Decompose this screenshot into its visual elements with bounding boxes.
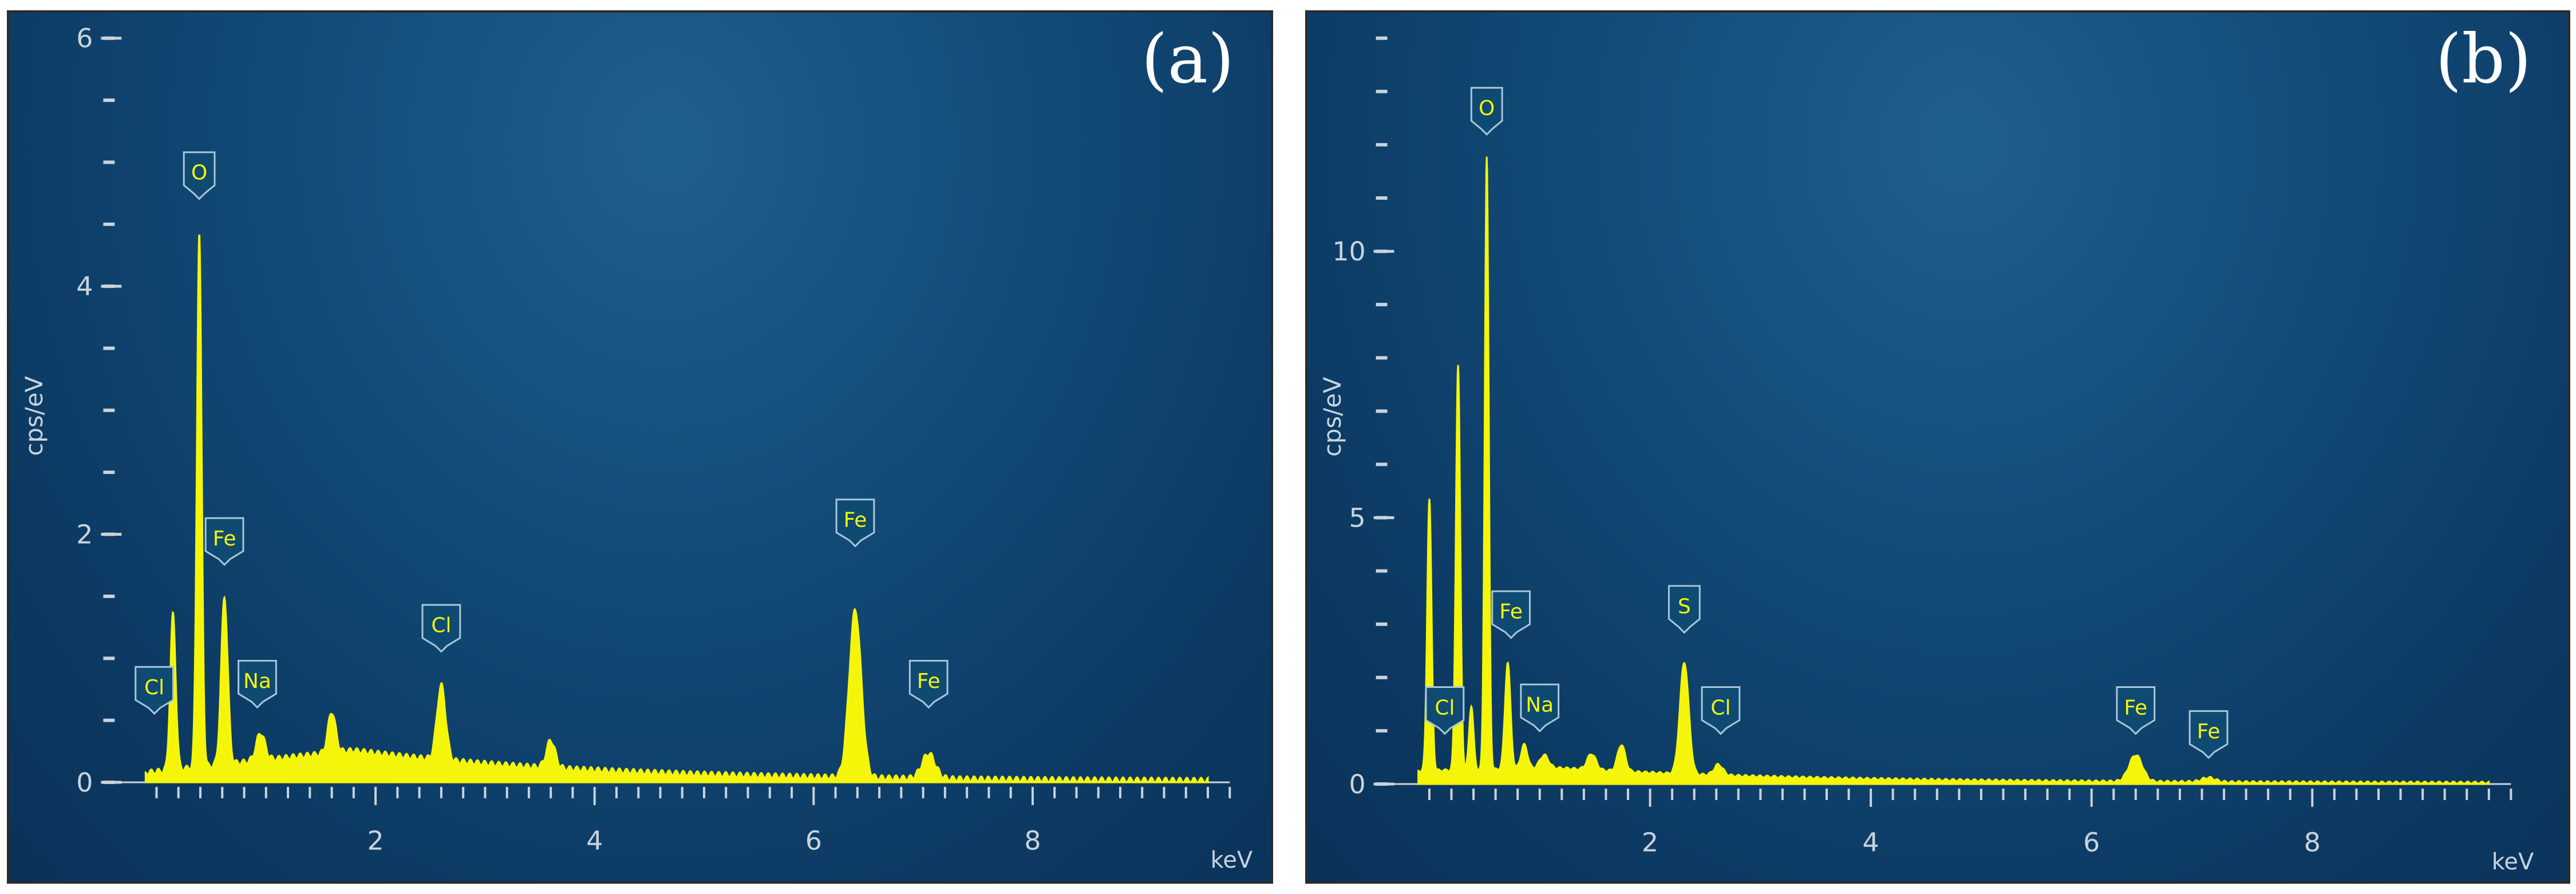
peak-label-box <box>183 151 216 200</box>
peak-label-cl: Cl <box>135 666 175 715</box>
spectrum-series <box>1417 156 2490 785</box>
peak-label-fe: Fe <box>1491 590 1531 639</box>
peak-label-text: Fe <box>917 670 941 693</box>
peak-label-text: Cl <box>431 614 451 638</box>
eds-spectrum-panel-b: 2 4 6 8 keV 0 5 10 cps/eV Cl O Fe Na S Cl Fe Fe (b) <box>1305 10 2570 884</box>
peak-label-text: Fe <box>2124 696 2147 719</box>
y-tick-label: 10 <box>1332 236 1365 267</box>
peak-label-o: O <box>183 151 216 200</box>
peak-label-text: Fe <box>1499 600 1523 624</box>
peak-label-box <box>908 659 949 709</box>
peak-label-text: Fe <box>2197 720 2221 743</box>
peak-label-box <box>238 659 277 709</box>
spectrum-chart-a: 2 4 6 8 keV 0 2 4 6 cps/eV Cl O Fe Na Cl Fe Fe <box>20 23 1253 873</box>
x-tick-label: 4 <box>1863 826 1879 857</box>
spectrum-series <box>144 234 1209 784</box>
y-tick-label: 0 <box>1349 769 1365 800</box>
peak-label-text: Fe <box>844 509 867 532</box>
peak-label-na: Na <box>1520 683 1560 733</box>
x-tick-label: 6 <box>805 825 822 856</box>
x-tick-label: 6 <box>2083 826 2100 857</box>
peak-label-text: O <box>191 161 207 185</box>
peak-label-text: Cl <box>144 676 164 699</box>
y-tick-label: 5 <box>1349 502 1365 533</box>
peak-label-na: Na <box>238 659 277 709</box>
peak-label-fe: Fe <box>908 659 949 709</box>
x-axis-label: keV <box>2492 849 2534 875</box>
x-tick-label: 8 <box>1024 825 1041 856</box>
y-tick-label: 0 <box>76 767 93 798</box>
panel-label-a: (a) <box>1141 19 1234 98</box>
peak-label-box <box>835 499 875 548</box>
peak-label-box <box>204 517 244 566</box>
peak-label-box <box>1668 585 1701 634</box>
peak-label-box <box>1470 86 1503 136</box>
eds-spectrum-panel-a: 2 4 6 8 keV 0 2 4 6 cps/eV Cl O Fe Na Cl Fe Fe (a) <box>7 10 1273 884</box>
peak-label-fe: Fe <box>835 499 875 548</box>
y-axis-label: cps/eV <box>20 376 48 456</box>
peak-label-fe: Fe <box>204 517 244 566</box>
peak-label-text: O <box>1479 97 1495 120</box>
y-tick-label: 2 <box>76 519 93 549</box>
peak-label-box <box>421 604 461 653</box>
peak-label-text: Na <box>243 670 271 693</box>
peak-label-box <box>2188 710 2229 759</box>
x-tick-label: 8 <box>2304 826 2321 857</box>
x-tick-label: 2 <box>367 825 384 856</box>
y-axis-label: cps/eV <box>1318 377 1346 457</box>
y-tick-label: 4 <box>76 271 93 302</box>
peak-label-s: S <box>1668 585 1701 634</box>
panel-label-b: (b) <box>2435 19 2531 98</box>
peak-label-text: Na <box>1526 694 1554 717</box>
peak-label-cl: Cl <box>1425 686 1465 735</box>
x-axis-label: keV <box>1211 847 1253 873</box>
peak-label-fe: Fe <box>2116 686 2156 735</box>
x-tick-label: 2 <box>1642 826 1658 857</box>
peak-label-cl: Cl <box>1701 686 1741 735</box>
peak-label-text: S <box>1678 595 1691 618</box>
peak-label-box <box>1491 590 1531 639</box>
x-tick-label: 4 <box>586 825 603 856</box>
y-tick-label: 6 <box>76 23 93 54</box>
peak-label-text: Cl <box>1435 696 1455 719</box>
peak-label-text: Fe <box>213 527 236 551</box>
peak-label-box <box>1520 683 1560 733</box>
peak-label-box <box>2116 686 2156 735</box>
peak-label-box <box>1425 686 1465 735</box>
spectrum-chart-b: 2 4 6 8 keV 0 5 10 cps/eV Cl O Fe Na S Cl Fe Fe <box>1318 36 2534 875</box>
peak-label-box <box>1701 686 1741 735</box>
peak-label-fe: Fe <box>2188 710 2229 759</box>
peak-label-cl: Cl <box>421 604 461 653</box>
peak-label-text: Cl <box>1710 696 1730 719</box>
peak-label-box <box>135 666 175 715</box>
peak-label-o: O <box>1470 86 1503 136</box>
